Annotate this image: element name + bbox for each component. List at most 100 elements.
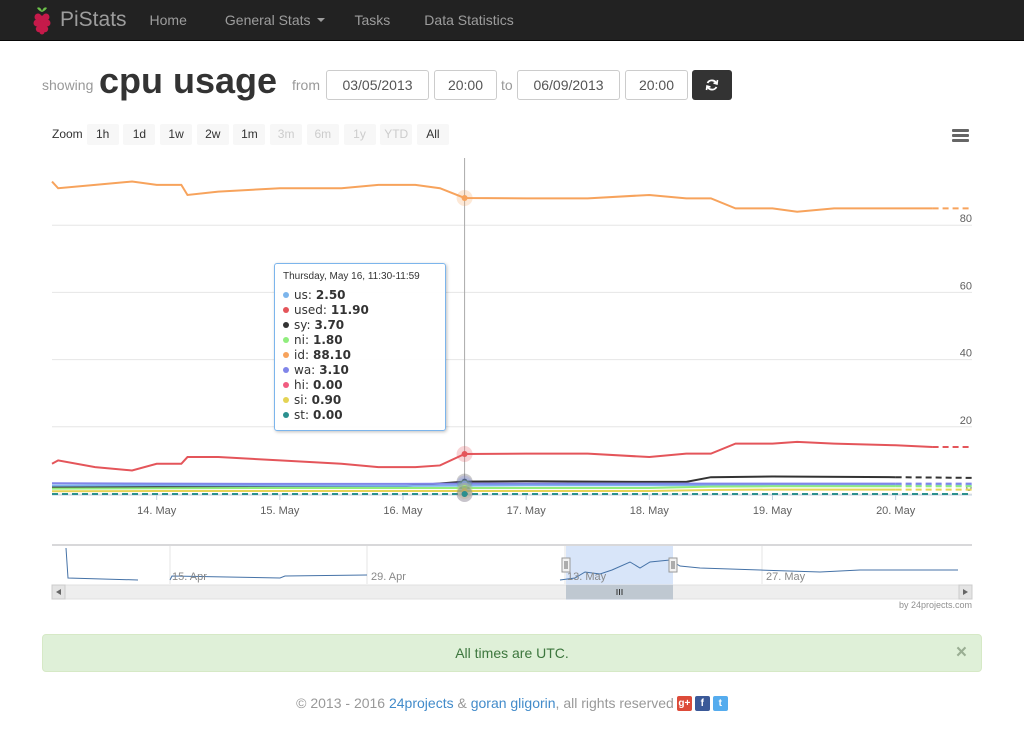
- zoom-3m-button: 3m: [270, 123, 303, 145]
- caret-down-icon: [316, 18, 325, 22]
- y-tick-label: 60: [960, 280, 972, 292]
- tooltip-series-name: us:: [294, 287, 312, 302]
- legend-dot-icon: [283, 366, 289, 373]
- alert-text: All times are UTC.: [455, 645, 569, 661]
- nav-home-label: Home: [149, 11, 187, 28]
- chart-credit[interactable]: by 24projects.com: [898, 600, 972, 610]
- range-selector: Zoom 1h 1d 1w 2w 1m 3m 6m 1y YTD All: [52, 123, 454, 145]
- y-tick-label: 0: [966, 482, 972, 494]
- cpu-usage-chart[interactable]: 0 20 40 60 80 14. May 15. May 16. May 17. May 18.…: [0, 150, 1024, 530]
- tooltip-series-name: sy:: [294, 317, 311, 332]
- nav-general-stats-label: General Stats: [224, 11, 311, 28]
- nav-data-statistics[interactable]: Data Statistics: [409, 0, 528, 41]
- tooltip-series-name: hi:: [294, 377, 309, 392]
- hover-marker-wa: [461, 480, 468, 487]
- refresh-icon: [705, 79, 719, 91]
- showing-label: showing: [42, 77, 94, 93]
- zoom-all-button[interactable]: All: [416, 123, 449, 145]
- brand-text: PiStats: [60, 8, 127, 31]
- x-tick-label: 19. May: [753, 505, 793, 517]
- series-line-si[interactable]: [51, 488, 896, 493]
- google-plus-icon[interactable]: g+: [676, 695, 692, 711]
- amp-text: &: [457, 695, 467, 711]
- navigator[interactable]: 15. Apr 29. Apr 13. May 27. May: [0, 540, 1024, 602]
- x-tick-label: 14. May: [137, 505, 177, 517]
- page-title: cpu usage: [99, 60, 278, 101]
- tooltip-row-used: used: 11.90: [283, 302, 445, 317]
- legend-dot-icon: [283, 306, 289, 313]
- tooltip-row-id: id: 88.10: [283, 347, 445, 362]
- zoom-1h-button[interactable]: 1h: [86, 123, 119, 145]
- series-line-wa[interactable]: [51, 482, 896, 485]
- tooltip-row-sy: sy: 3.70: [283, 317, 445, 332]
- y-tick-label: 80: [960, 213, 972, 225]
- tooltip-series-name: ni:: [294, 332, 309, 347]
- nav-data-statistics-label: Data Statistics: [424, 11, 514, 28]
- link-goran-gligorin[interactable]: goran gligorin: [470, 695, 556, 711]
- tooltip-row-si: si: 0.90: [283, 392, 445, 407]
- series-line-used[interactable]: [51, 440, 933, 472]
- brand[interactable]: PiStats: [30, 0, 127, 41]
- tooltip-header: Thursday, May 16, 11:30-11:59: [283, 271, 420, 282]
- series-line-id[interactable]: [51, 180, 933, 213]
- navigator-label: 15. Apr: [172, 571, 207, 583]
- nav-tasks-label: Tasks: [354, 11, 391, 28]
- to-label: to: [501, 77, 513, 93]
- navigator-handle[interactable]: [561, 557, 571, 573]
- refresh-button[interactable]: [692, 70, 732, 100]
- legend-dot-icon: [283, 321, 289, 328]
- tooltip-row-st: st: 0.00: [283, 407, 445, 422]
- close-icon[interactable]: ×: [955, 642, 967, 663]
- to-date-input[interactable]: 06/09/2013: [517, 70, 620, 100]
- series-line-tail-sy: [895, 476, 973, 479]
- from-time-input[interactable]: 20:00: [434, 70, 497, 100]
- zoom-1w-button[interactable]: 1w: [160, 123, 193, 145]
- zoom-6m-button: 6m: [306, 123, 339, 145]
- scrollbar-track[interactable]: [51, 584, 973, 600]
- tooltip-series-value: 3.70: [314, 317, 345, 332]
- tooltip-series-value: 11.90: [330, 302, 369, 317]
- zoom-1m-button[interactable]: 1m: [233, 123, 266, 145]
- tooltip-series-value: 0.90: [311, 392, 342, 407]
- link-24projects[interactable]: 24projects: [388, 695, 454, 711]
- twitter-icon[interactable]: t: [712, 695, 728, 711]
- x-tick-label: 17. May: [507, 505, 547, 517]
- legend-dot-icon: [283, 336, 289, 343]
- copyright-text: © 2013 - 2016: [296, 695, 386, 711]
- facebook-icon[interactable]: f: [694, 695, 710, 711]
- tooltip-series-name: used:: [294, 302, 327, 317]
- from-label: from: [292, 77, 320, 93]
- hover-marker-used: [461, 451, 468, 458]
- nav-home[interactable]: Home: [135, 0, 202, 41]
- legend-dot-icon: [283, 381, 289, 388]
- navbar: PiStats Home General Stats Tasks Data St…: [0, 0, 1024, 41]
- zoom-1d-button[interactable]: 1d: [123, 123, 156, 145]
- legend-dot-icon: [283, 291, 289, 298]
- tooltip-series-name: wa:: [294, 362, 316, 377]
- to-time-input[interactable]: 20:00: [625, 70, 688, 100]
- y-tick-label: 40: [960, 348, 972, 360]
- nav-tasks[interactable]: Tasks: [340, 0, 406, 41]
- zoom-2w-button[interactable]: 2w: [196, 123, 229, 145]
- series-line-ni[interactable]: [51, 485, 896, 490]
- from-date-input[interactable]: 03/05/2013: [326, 70, 429, 100]
- navigator-series-line: [65, 547, 958, 581]
- x-tick-label: 16. May: [383, 505, 423, 517]
- zoom-label: Zoom: [52, 127, 83, 141]
- hover-marker-id: [461, 194, 468, 201]
- right-arrow-icon: [963, 589, 968, 595]
- navigator-label: 13. May: [567, 571, 607, 583]
- tooltip-row-us: us: 2.50: [283, 287, 445, 302]
- tooltip-series-value: 0.00: [313, 407, 343, 422]
- tooltip-series-name: si:: [294, 392, 308, 407]
- zoom-ytd-button: YTD: [380, 123, 413, 145]
- tooltip-series-name: id:: [294, 347, 309, 362]
- left-arrow-icon: [56, 589, 61, 595]
- hamburger-menu-icon[interactable]: [952, 129, 969, 142]
- x-tick-label: 20. May: [876, 505, 916, 517]
- tooltip-row-wa: wa: 3.10: [283, 362, 445, 377]
- tooltip-series-value: 3.10: [319, 362, 349, 377]
- navigator-handle[interactable]: [668, 557, 678, 573]
- nav-general-stats[interactable]: General Stats: [210, 0, 340, 41]
- zoom-1y-button: 1y: [343, 123, 376, 145]
